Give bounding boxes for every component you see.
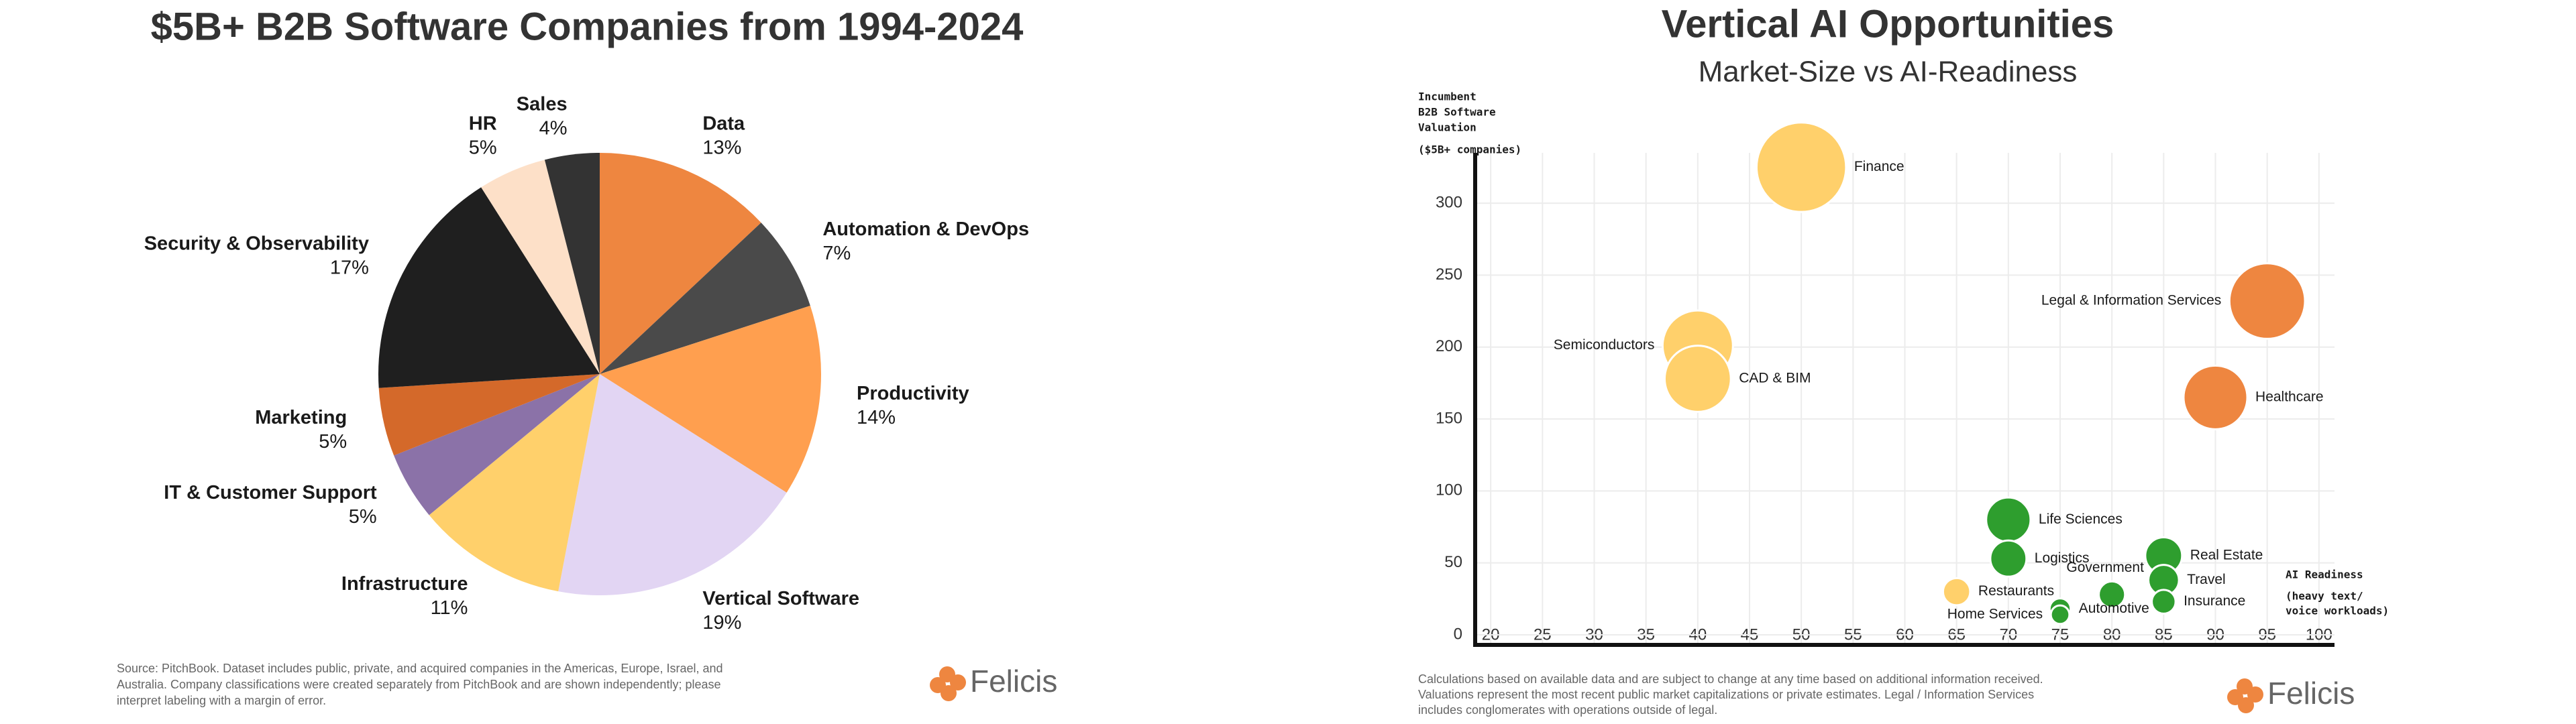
bubble-label: Legal & Information Services (2041, 293, 2221, 308)
slice-label: Security & Observability (144, 233, 369, 254)
slice-value: 17% (330, 257, 369, 278)
logo-right: Felicis (2227, 676, 2355, 713)
source-note: Australia. Company classifications were … (117, 678, 720, 691)
pie-slice (429, 374, 600, 592)
slice-value: 5% (319, 431, 347, 452)
chart-title: Vertical AI Opportunities (1662, 2, 2114, 46)
pie-slice (600, 223, 810, 374)
source-note: Source: PitchBook. Dataset includes publ… (117, 662, 723, 675)
y-axis-label: Valuation (1418, 121, 1477, 134)
bubble-label: Life Sciences (2039, 511, 2123, 527)
y-axis-label: ($5B+ companies) (1418, 143, 1521, 156)
bubble (2151, 589, 2177, 615)
y-tick-label: 300 (1436, 193, 1462, 211)
bubble-label: Logistics (2035, 550, 2090, 566)
x-axis-label: (heavy text/ (2286, 590, 2363, 603)
bubble (2049, 604, 2071, 625)
pie-slice (544, 153, 600, 374)
y-tick-label: 200 (1436, 337, 1462, 355)
bubble (2098, 580, 2127, 609)
source-note: Calculations based on available data and… (1418, 672, 2043, 686)
slice-label: Data (702, 113, 745, 134)
x-axis-label: AI Readiness (2286, 568, 2363, 581)
bubble-label: Semiconductors (1554, 337, 1655, 353)
bubble (2228, 262, 2306, 340)
bubble-label: Government (2066, 560, 2144, 575)
slice-label: HR (469, 113, 497, 134)
slice-value: 19% (702, 612, 741, 634)
y-tick-label: 50 (1444, 553, 1462, 571)
source-note: includes conglomerates with operations o… (1418, 703, 1717, 717)
slice-value: 13% (702, 137, 741, 158)
y-tick-label: 0 (1454, 625, 1462, 643)
slice-value: 7% (822, 243, 851, 264)
slice-label: Vertical Software (702, 588, 859, 609)
bubble (1755, 121, 1847, 213)
x-axis-label: voice workloads) (2286, 605, 2389, 617)
brand: Felicis (970, 664, 1057, 699)
slice-label: Infrastructure (341, 573, 468, 595)
slice-label: Sales (517, 94, 568, 115)
brand: Felicis (2267, 676, 2355, 711)
bubble-label: Real Estate (2190, 547, 2263, 562)
pie-slice (394, 374, 600, 516)
chart-title: $5B+ B2B Software Companies from 1994-20… (151, 5, 1024, 48)
bubble-label: CAD & BIM (1739, 371, 1811, 386)
bubble-label: Insurance (2184, 593, 2245, 609)
y-tick-label: 100 (1436, 481, 1462, 499)
bubble-label: Travel (2187, 572, 2226, 587)
bubble (1663, 345, 1732, 413)
chart-subtitle: Market-Size vs AI-Readiness (1699, 56, 2078, 88)
slice-label: Marketing (255, 407, 347, 428)
slice-label: IT & Customer Support (164, 482, 377, 503)
bubble (1985, 496, 2032, 543)
slice-label: Automation & DevOps (822, 219, 1029, 240)
slice-value: 11% (431, 597, 468, 619)
bubble-label: Home Services (1947, 606, 2043, 621)
pie-slice (378, 374, 600, 456)
pie-slice (558, 374, 787, 595)
bubble-label: Finance (1854, 159, 1904, 174)
bubble-label: Restaurants (1978, 583, 2054, 599)
y-axis-label: B2B Software (1418, 106, 1496, 119)
pie-slice (378, 187, 600, 388)
pie-slice (600, 153, 761, 374)
bubble (1941, 577, 1972, 607)
y-axis-label: Incumbent (1418, 90, 1477, 103)
bubble-label: Healthcare (2255, 389, 2324, 404)
logo-left: Felicis (930, 664, 1057, 701)
pie-slice (481, 160, 600, 374)
pie-slice (600, 306, 821, 493)
bubble (2182, 364, 2249, 430)
y-tick-label: 250 (1436, 265, 1462, 284)
source-note: Valuations represent the most recent pub… (1418, 688, 2034, 701)
slice-label: Productivity (857, 383, 969, 404)
bubble (1989, 539, 2028, 578)
slice-value: 4% (539, 118, 568, 139)
slice-value: 5% (469, 137, 497, 158)
slice-value: 14% (857, 407, 896, 428)
bubble-label: Automotive (2079, 601, 2149, 616)
y-tick-label: 150 (1436, 409, 1462, 427)
slice-value: 5% (349, 506, 377, 528)
source-note: interpret labeling with a margin of erro… (117, 694, 326, 707)
